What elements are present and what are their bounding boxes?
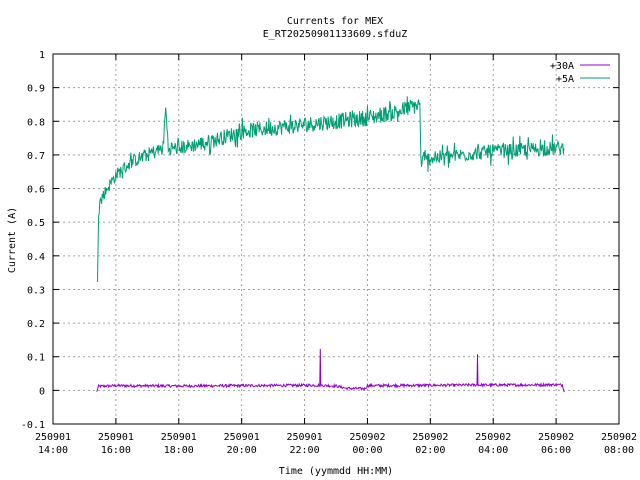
y-tick-label: -0.1 [21,420,45,431]
series-layer [96,96,565,393]
x-tick-label-time: 20:00 [227,445,257,456]
x-tick-label-date: 250902 [601,432,637,443]
x-tick-label-time: 18:00 [164,445,194,456]
y-tick-label: 0.5 [27,218,45,229]
y-tick-label: 0.4 [27,252,45,263]
x-tick-label-time: 06:00 [541,445,571,456]
x-tick-label-time: 16:00 [101,445,131,456]
x-axis-label: Time (yymmdd HH:MM) [279,466,393,477]
series-line-plus5a [97,96,565,283]
axis-ticks: -0.1 0 0.1 0.2 0.3 0.4 0.5 0.6 0.7 0.8 0.9 1 250901 1… [21,50,637,456]
x-tick-label-time: 08:00 [604,445,634,456]
x-tick-label-time: 02:00 [415,445,445,456]
x-tick-label-date: 250902 [538,432,574,443]
y-tick-label: 0.7 [27,151,45,162]
legend: +30A +5A [550,61,610,85]
x-tick-label-time: 04:00 [478,445,508,456]
y-tick-label: 1 [39,50,45,61]
x-tick-label-date: 250901 [98,432,134,443]
x-tick-label-date: 250901 [286,432,322,443]
x-tick-label-time: 14:00 [38,445,68,456]
x-tick-label-date: 250902 [475,432,511,443]
y-axis-label: Current (A) [7,207,18,273]
x-tick-label-date: 250901 [224,432,260,443]
y-tick-label: 0 [39,386,45,397]
x-tick-label-time: 00:00 [352,445,382,456]
chart-title: Currents for MEX [287,16,383,27]
y-tick-label: 0.3 [27,285,45,296]
y-tick-label: 0.2 [27,319,45,330]
legend-label: +5A [556,74,574,85]
y-tick-label: 0.1 [27,353,45,364]
x-tick-label-date: 250901 [35,432,71,443]
y-tick-label: 0.9 [27,84,45,95]
plot-frame [52,53,620,425]
x-tick-label-time: 22:00 [290,445,320,456]
series-line-plus30a [96,348,565,393]
x-tick-label-date: 250902 [412,432,448,443]
legend-label: +30A [550,61,574,72]
x-tick-label-date: 250902 [349,432,385,443]
y-tick-label: 0.6 [27,185,45,196]
y-tick-label: 0.8 [27,117,45,128]
grid [53,54,619,424]
chart-subtitle: E_RT20250901133609.sfduZ [263,29,408,40]
x-tick-label-date: 250901 [161,432,197,443]
